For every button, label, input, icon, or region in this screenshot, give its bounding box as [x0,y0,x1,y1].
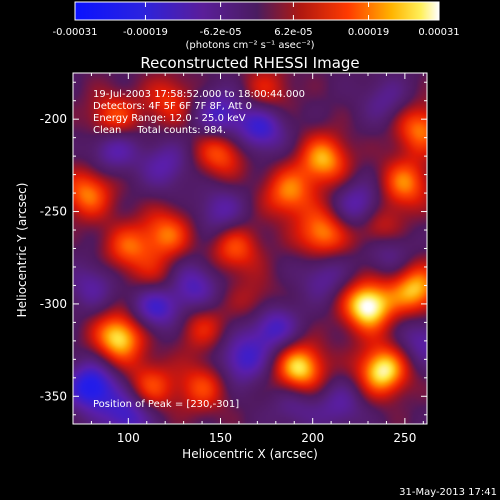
y-tick-label: -250 [40,205,67,219]
colorbar-unit-label: (photons cm⁻² s⁻¹ asec⁻²) [185,40,314,51]
colorbar-ticks: -0.00031 -0.00019 -6.2e-05 6.2e-05 0.00019 0.… [53,2,460,38]
info-line-detectors: Detectors: 4F 5F 6F 7F 8F, Att 0 [93,101,252,112]
chart-title: Reconstructed RHESSI Image [140,54,359,72]
info-line-clean: Clean Total counts: 984. [93,125,226,136]
x-tick-label: 250 [393,431,416,445]
colorbar-tick-label: -0.00031 [53,27,98,38]
colorbar-tick-label: -6.2e-05 [200,27,242,38]
x-tick-label: 100 [117,431,140,445]
timestamp: 31-May-2013 17:41 [399,487,497,498]
x-tick-label: 200 [301,431,324,445]
y-tick-label: -300 [40,297,67,311]
axis-ticks: 100 150 200 250 -200 -250 -300 -350 [40,73,427,445]
heatmap-area [73,73,427,424]
colorbar-tick-label: 0.00019 [348,27,389,38]
colorbar [74,1,440,21]
y-tick-label: -200 [40,112,67,126]
heatmap-image [73,73,427,424]
x-axis-label: Heliocentric X (arcsec) [182,447,318,461]
info-line-time: 19-Jul-2003 17:58:52.000 to 18:00:44.000 [93,89,305,100]
colorbar-tick-label: 0.00031 [418,27,459,38]
x-tick-label: 150 [209,431,232,445]
colorbar-tick-label: 6.2e-05 [274,27,312,38]
y-axis-label: Heliocentric Y (arcsec) [15,183,29,318]
peak-position-label: Position of Peak = [230,-301] [93,399,239,410]
colorbar-tick-label: -0.00019 [123,27,168,38]
info-line-energy: Energy Range: 12.0 - 25.0 keV [93,113,246,124]
y-tick-label: -350 [40,389,67,403]
